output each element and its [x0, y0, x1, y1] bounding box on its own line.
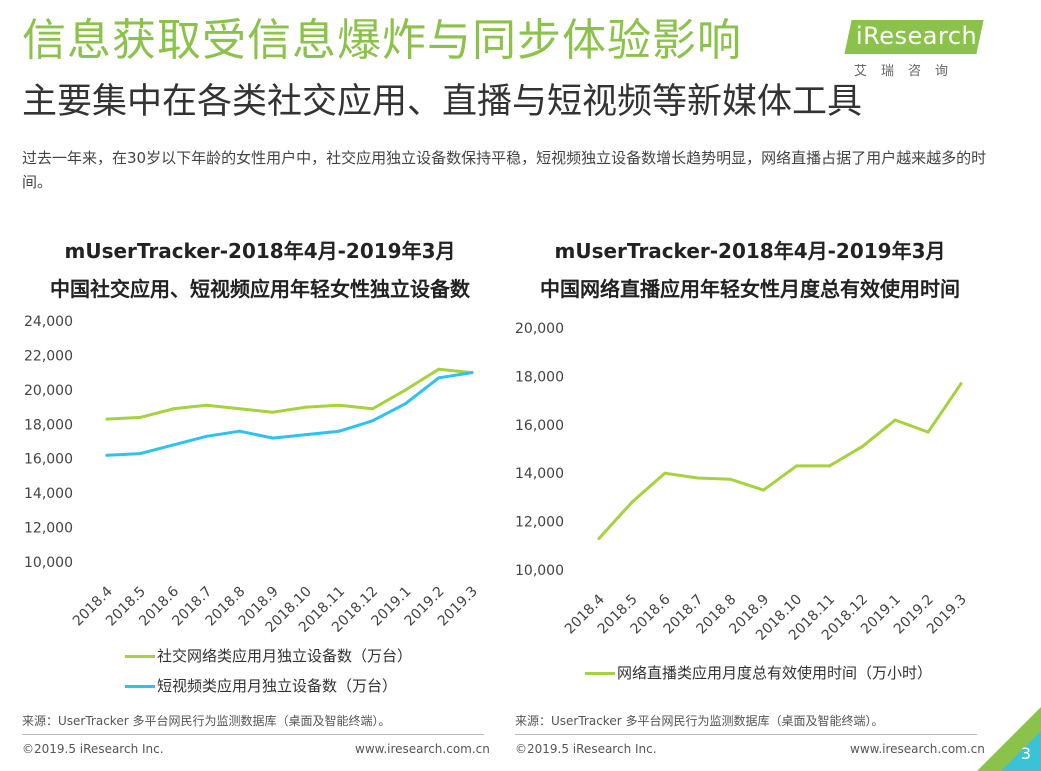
chart1-series-1-point — [138, 415, 142, 419]
copyright-left: ©2019.5 iResearch Inc. — [22, 742, 164, 756]
chart1-series-1-point — [171, 407, 175, 411]
chart2-series-1-point — [959, 382, 963, 386]
website-link-left[interactable]: www.iresearch.com.cn — [355, 742, 490, 756]
chart1-series-2-point — [271, 436, 275, 440]
legend-label: 短视频类应用月独立设备数（万台） — [157, 677, 398, 695]
chart1-y-tick-label: 16,000 — [24, 452, 73, 468]
copyright-right: ©2019.5 iResearch Inc. — [515, 742, 657, 756]
chart1-series-1-point — [337, 403, 341, 407]
chart1-y-tick-label: 18,000 — [24, 417, 73, 433]
chart2-series-1-point — [729, 477, 733, 481]
chart1-svg: 10,000 12,000 14,000 16,000 18,000 20,000 22,0… — [24, 314, 481, 636]
chart1-series-2-point — [404, 402, 408, 406]
source-note-right: 来源：UserTracker 多平台网民行为监测数据库（桌面及智能终端）。 — [515, 714, 884, 728]
logo-brand-text: iResearch — [856, 22, 978, 50]
page-subtitle: 主要集中在各类社交应用、直播与短视频等新媒体工具 — [22, 82, 863, 122]
chart2-y-tick-label: 18,000 — [515, 369, 564, 385]
chart1-title: mUserTracker-2018年4月-2019年3月 — [64, 239, 456, 263]
chart1-y-tick-label: 14,000 — [24, 486, 73, 502]
chart1-series-2-point — [337, 429, 341, 433]
chart1-series-1-point — [437, 367, 441, 371]
chart2-legend-item-1: 网络直播类应用月度总有效使用时间（万小时） — [585, 662, 932, 683]
chart2-series-1-point — [893, 418, 897, 422]
chart1-series-2-point — [138, 452, 142, 456]
logo-sub-text: 艾瑞咨询 — [854, 64, 963, 79]
chart1-series-1-point — [370, 407, 374, 411]
website-link-right[interactable]: www.iresearch.com.cn — [850, 742, 985, 756]
chart2-title: mUserTracker-2018年4月-2019年3月 — [554, 239, 946, 263]
chart1-series-2-point — [105, 453, 109, 457]
chart1-series-line-1 — [105, 367, 474, 421]
chart1-series-2-point — [205, 434, 209, 438]
page-number: 3 — [1020, 744, 1031, 763]
page-title: 信息获取受信息爆炸与同步体验影响 — [22, 15, 742, 66]
chart1-y-tick-label: 22,000 — [24, 348, 73, 364]
footer-divider-left — [22, 734, 484, 735]
chart1-subtitle: 中国社交应用、短视频应用年轻女性独立设备数 — [50, 277, 470, 301]
legend-label: 社交网络类应用月独立设备数（万台） — [157, 647, 413, 665]
chart2-y-tick-label: 12,000 — [515, 515, 564, 531]
legend-swatch-green — [585, 672, 615, 675]
chart2-series-line-1 — [597, 382, 963, 540]
chart1-series-2-point — [370, 419, 374, 423]
legend-label: 网络直播类应用月度总有效使用时间（万小时） — [617, 664, 933, 682]
chart1-series-1-point — [304, 405, 308, 409]
chart1-y-tick-label: 12,000 — [24, 521, 73, 537]
chart1-series-1-point — [105, 417, 109, 421]
chart2-series-1-point — [696, 476, 700, 480]
chart1-series-1-point — [205, 403, 209, 407]
chart2-series-1-point — [827, 464, 831, 468]
iresearch-logo: iResearch 艾瑞咨询 — [844, 16, 988, 80]
chart1-series-2-point — [238, 429, 242, 433]
chart1-series-1-point — [271, 410, 275, 414]
corner-decoration — [977, 707, 1041, 771]
chart2-y-tick-label: 20,000 — [515, 321, 564, 337]
legend-swatch-green — [125, 655, 155, 658]
chart1-legend-item-1: 社交网络类应用月独立设备数（万台） — [125, 645, 412, 666]
legend-swatch-blue — [125, 685, 155, 688]
chart2-y-tick-label: 10,000 — [515, 563, 564, 579]
chart1-series-2-point — [470, 371, 474, 375]
chart2-series-1-point — [597, 537, 601, 541]
chart2-series-1-point — [663, 471, 667, 475]
chart2-svg: 10,00012,00014,00016,00018,00020,0002018… — [515, 321, 970, 640]
chart2-series-1-point — [762, 488, 766, 492]
chart1-series-2-point — [304, 433, 308, 437]
chart1-series-1-point — [404, 388, 408, 392]
chart1-series-1-point — [238, 407, 242, 411]
chart1-legend-item-2: 短视频类应用月独立设备数（万台） — [125, 675, 397, 696]
chart2-series-1-point — [794, 464, 798, 468]
chart1-series-2-point — [437, 376, 441, 380]
footer-divider-right — [515, 734, 977, 735]
chart2-series-1-point — [860, 445, 864, 449]
chart1-y-tick-label: 10,000 — [24, 555, 73, 571]
chart2-y-tick-label: 14,000 — [515, 466, 564, 482]
chart1-series-2-point — [171, 443, 175, 447]
chart2-series-1-point — [630, 500, 634, 504]
chart2-subtitle: 中国网络直播应用年轻女性月度总有效使用时间 — [540, 277, 960, 301]
chart1-series-line-2 — [105, 371, 474, 457]
page-description: 过去一年来，在30岁以下年龄的女性用户中，社交应用独立设备数保持平稳，短视频独立… — [22, 149, 987, 191]
source-note-left: 来源：UserTracker 多平台网民行为监测数据库（桌面及智能终端）。 — [22, 714, 391, 728]
chart1-y-tick-label: 20,000 — [24, 383, 73, 399]
chart1-y-tick-label: 24,000 — [24, 314, 73, 330]
chart2-series-1-point — [926, 430, 930, 434]
chart2-y-tick-label: 16,000 — [515, 418, 564, 434]
